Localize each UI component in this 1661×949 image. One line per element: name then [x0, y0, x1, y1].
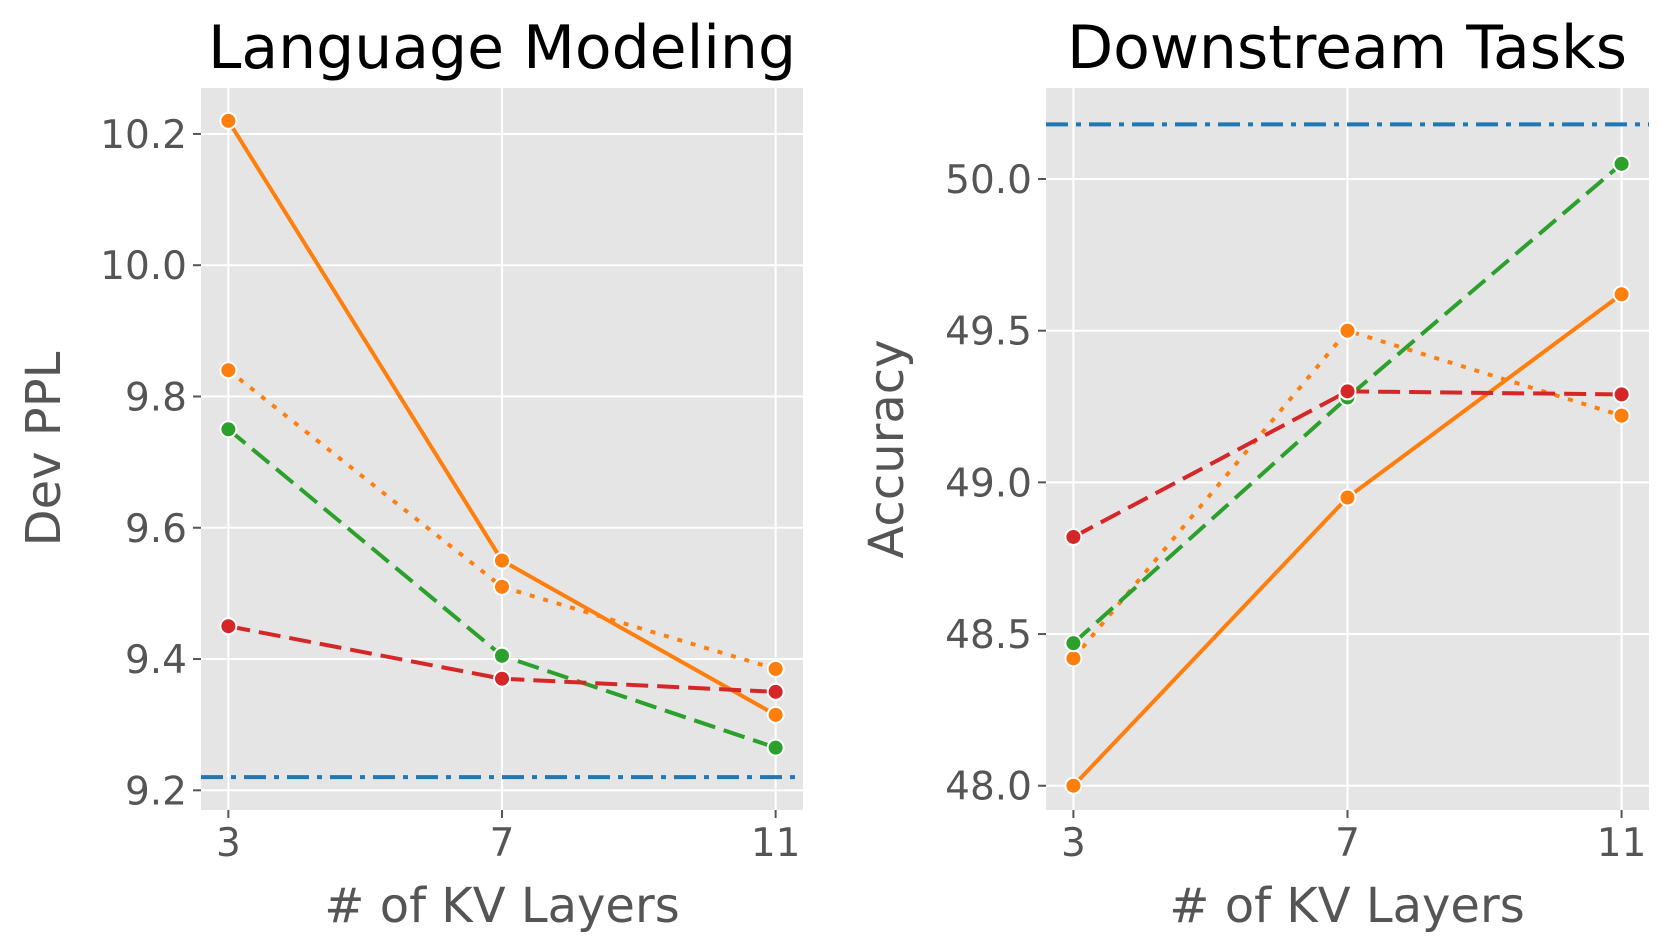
x-tick-label: 7: [1335, 821, 1360, 866]
point-green-dashed: [1612, 154, 1631, 173]
point-orange-solid: [1612, 285, 1631, 304]
point-orange-solid: [1064, 776, 1083, 795]
x-axis-label: # of KV Layers: [324, 878, 679, 934]
point-orange-solid: [766, 705, 785, 724]
point-orange-dotted: [1064, 649, 1083, 668]
point-orange-dotted: [766, 659, 785, 678]
x-tick-label: 3: [216, 821, 241, 866]
point-red-dashed: [1612, 385, 1631, 404]
y-tick-label: 48.0: [945, 765, 1032, 810]
y-tick-label: 49.0: [945, 461, 1032, 506]
point-green-dashed: [219, 420, 238, 439]
y-tick-label: 9.4: [125, 638, 187, 683]
point-red-dashed: [1064, 527, 1083, 546]
point-orange-dotted: [1612, 406, 1631, 425]
y-tick-label: 9.2: [125, 769, 187, 814]
series-line-orange-dotted: [1071, 328, 1623, 660]
y-tick-label: 10.0: [100, 244, 187, 289]
panel-language-modeling: 3 7 11 9.2 9.4 9.6 9.8 10.0 10.2 Language Modeli…: [16, 13, 803, 934]
ticks-group: 3 7 11 48.0 48.5 49.0 49.5 50.0: [945, 158, 1646, 866]
series-group: [1064, 154, 1631, 795]
point-orange-solid: [219, 111, 238, 130]
ticks-group: 3 7 11 9.2 9.4 9.6 9.8 10.0 10.2: [100, 113, 800, 866]
point-red-dashed: [766, 682, 785, 701]
y-axis-label: Accuracy: [859, 339, 915, 558]
y-tick-label: 9.8: [125, 375, 187, 420]
point-red-dashed: [493, 669, 511, 688]
y-axis-label: Dev PPL: [16, 351, 72, 546]
point-green-dashed: [1064, 634, 1083, 653]
point-orange-dotted: [219, 361, 238, 380]
y-tick-label: 48.5: [945, 613, 1032, 658]
x-tick-label: 7: [490, 821, 515, 866]
point-green-dashed: [493, 646, 511, 665]
panel-downstream-tasks: 3 7 11 48.0 48.5 49.0 49.5 50.0 Downstream Task…: [859, 13, 1649, 934]
y-tick-label: 49.5: [945, 310, 1032, 355]
point-red-dashed: [1338, 382, 1357, 401]
y-tick-label: 50.0: [945, 158, 1032, 203]
y-tick-label: 9.6: [125, 507, 187, 552]
x-tick-label: 11: [1597, 821, 1647, 866]
point-red-dashed: [219, 617, 238, 636]
point-orange-solid: [493, 551, 511, 570]
series-line-green-dashed: [1072, 162, 1623, 645]
y-tick-label: 10.2: [100, 113, 187, 158]
point-orange-solid: [1338, 488, 1357, 507]
x-tick-label: 3: [1061, 821, 1086, 866]
series-group: [219, 111, 785, 757]
x-axis-label: # of KV Layers: [1169, 878, 1524, 934]
x-tick-label: 11: [751, 821, 801, 866]
chart-title: Language Modeling: [208, 13, 796, 83]
series-line-orange-dotted: [227, 368, 777, 671]
grid: [201, 88, 803, 810]
point-orange-dotted: [1338, 321, 1357, 340]
chart-title: Downstream Tasks: [1067, 13, 1627, 83]
point-orange-dotted: [493, 577, 511, 596]
point-green-dashed: [766, 738, 785, 757]
